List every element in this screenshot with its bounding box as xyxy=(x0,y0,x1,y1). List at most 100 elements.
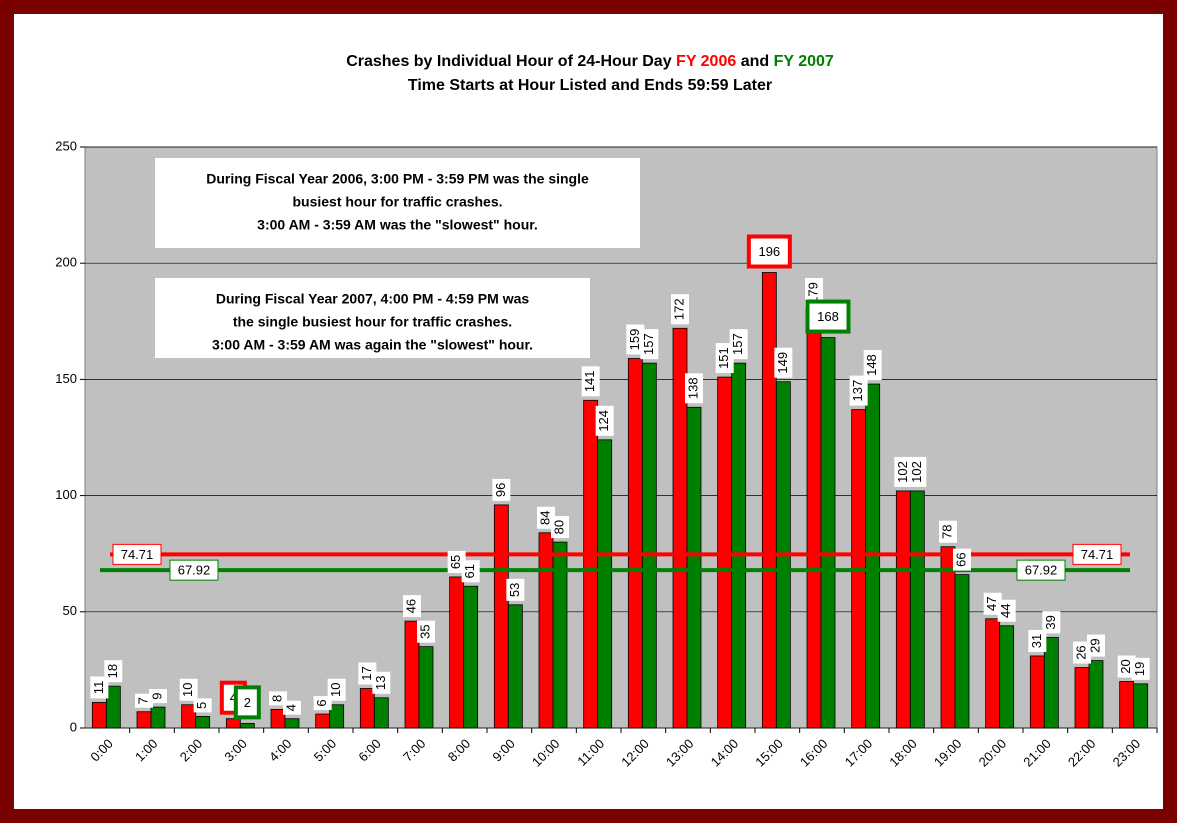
value-label: 7 xyxy=(135,697,150,704)
value-label: 141 xyxy=(582,370,597,392)
bar xyxy=(806,311,822,729)
value-label: 138 xyxy=(685,377,700,399)
bar xyxy=(493,504,509,729)
bar xyxy=(195,715,211,729)
bar xyxy=(136,711,152,729)
value-label-box xyxy=(179,678,198,701)
bar xyxy=(329,704,345,729)
highlight-box xyxy=(233,685,261,720)
bar xyxy=(91,702,107,729)
y-tick-label: 200 xyxy=(55,255,77,270)
value-label-box xyxy=(685,373,703,404)
reference-label-box xyxy=(1016,559,1066,581)
y-tick-label: 50 xyxy=(63,603,77,618)
annotation-text: the single busiest hour for traffic cras… xyxy=(233,314,512,330)
value-label: 18 xyxy=(105,664,120,678)
reference-label-box xyxy=(1072,543,1122,565)
value-label: 102 xyxy=(895,461,910,483)
highlight-box xyxy=(805,299,851,334)
reference-label-box xyxy=(112,543,162,565)
value-label-box xyxy=(447,550,466,573)
value-label-box xyxy=(1087,634,1105,657)
value-label-box xyxy=(595,405,614,436)
value-label: 10 xyxy=(328,683,343,697)
bar xyxy=(820,337,836,729)
value-label-box xyxy=(403,595,421,618)
bar xyxy=(359,688,375,729)
reference-label: 67.92 xyxy=(1025,563,1058,578)
value-label: 124 xyxy=(596,410,611,432)
value-label: 80 xyxy=(551,520,566,534)
value-label-box xyxy=(506,578,525,601)
value-label: 137 xyxy=(850,380,865,402)
value-label: 179 xyxy=(805,282,820,304)
reference-label: 67.92 xyxy=(178,563,211,578)
value-label: 53 xyxy=(507,583,522,597)
bar xyxy=(731,362,747,729)
bar xyxy=(686,406,702,729)
annotation-text: 3:00 AM - 3:59 AM was again the "slowest… xyxy=(212,337,533,353)
y-tick-label: 150 xyxy=(55,371,77,386)
value-label: 151 xyxy=(716,347,731,369)
bar xyxy=(627,358,643,729)
bar xyxy=(583,399,599,729)
value-label: 2 xyxy=(244,695,251,710)
bar xyxy=(463,585,479,729)
reference-label: 74.71 xyxy=(1081,547,1114,562)
value-label: 26 xyxy=(1073,645,1088,659)
value-label-box xyxy=(135,693,153,708)
bar xyxy=(284,718,300,729)
value-label-box xyxy=(1073,641,1091,664)
value-label: 4 xyxy=(230,690,237,705)
value-label: 8 xyxy=(269,695,284,702)
annotation-text: busiest hour for traffic crashes. xyxy=(292,194,502,210)
reference-label-box xyxy=(169,559,219,581)
value-label-box xyxy=(104,660,123,683)
value-label: 84 xyxy=(537,511,552,525)
bar xyxy=(239,722,255,729)
value-label: 196 xyxy=(758,244,780,259)
value-label-box xyxy=(1042,611,1061,634)
value-label-box xyxy=(671,294,689,325)
value-label-box xyxy=(417,620,435,643)
value-label-box xyxy=(953,548,971,571)
value-label: 46 xyxy=(403,599,418,613)
bar xyxy=(999,625,1015,729)
reference-label: 74.71 xyxy=(121,547,154,562)
y-tick-label: 250 xyxy=(55,138,77,153)
annotation-box xyxy=(155,158,640,248)
value-label-box xyxy=(372,671,391,694)
title-text: and xyxy=(741,53,769,70)
value-label: 148 xyxy=(864,354,879,376)
annotation-text: During Fiscal Year 2006, 3:00 PM - 3:59 … xyxy=(206,171,589,187)
value-label: 39 xyxy=(1043,615,1058,629)
value-label: 11 xyxy=(91,681,106,695)
value-label-box xyxy=(269,691,287,706)
bar xyxy=(225,718,241,729)
value-label-box xyxy=(849,375,868,406)
value-label: 35 xyxy=(417,624,432,638)
value-label-box xyxy=(551,516,569,539)
value-label: 44 xyxy=(998,604,1013,618)
value-label-box xyxy=(983,592,1002,615)
value-label: 172 xyxy=(671,298,686,320)
value-label-box xyxy=(1117,655,1136,678)
value-label: 6 xyxy=(314,699,329,706)
value-label-box xyxy=(939,520,957,543)
value-label: 13 xyxy=(373,676,388,690)
title-series: FY 2007 xyxy=(774,53,834,70)
value-label: 19 xyxy=(1132,662,1147,676)
chart-subtitle: Time Starts at Hour Listed and Ends 59:5… xyxy=(408,77,772,94)
annotation-text: 3:00 AM - 3:59 AM was the "slowest" hour… xyxy=(257,217,538,233)
value-label: 78 xyxy=(939,524,954,538)
value-label-box xyxy=(715,343,734,374)
bar xyxy=(985,618,1001,729)
value-label: 157 xyxy=(730,333,745,355)
bar xyxy=(1043,636,1059,729)
value-label: 17 xyxy=(359,666,374,680)
bar xyxy=(552,541,568,729)
bar xyxy=(1074,667,1090,729)
value-label-box xyxy=(537,506,555,529)
value-label-box xyxy=(908,456,927,487)
value-label-box xyxy=(492,478,511,501)
